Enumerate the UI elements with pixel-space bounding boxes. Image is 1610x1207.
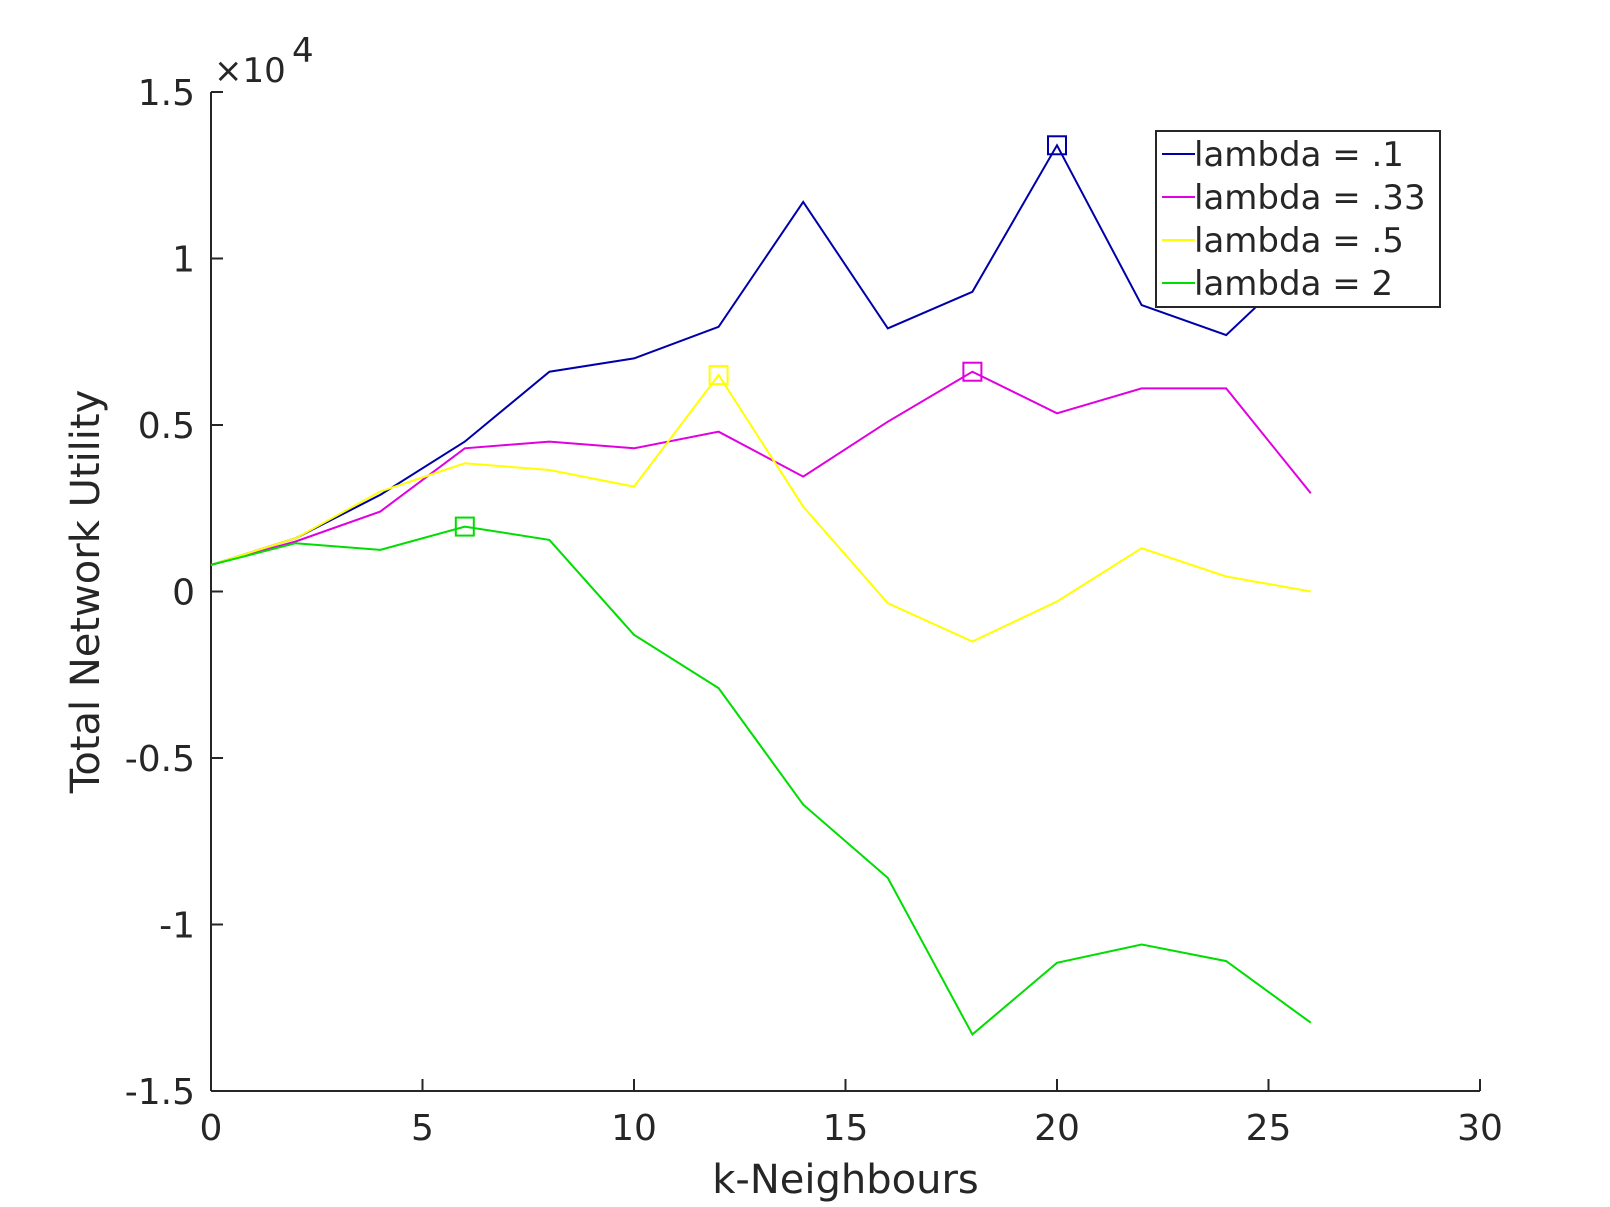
series-line-4 <box>210 525 1312 1036</box>
ticks: 0 5 10 15 20 25 30 1.5 1 0.5 0 -0.5 -1 -1.5 <box>125 73 1503 1149</box>
x-tick-label: 15 <box>823 1108 869 1149</box>
legend-label-2: lambda = .33 <box>1194 178 1426 218</box>
legend-label-1: lambda = .1 <box>1194 135 1404 175</box>
x-tick-label: 5 <box>411 1108 434 1149</box>
legend-label-3: lambda = .5 <box>1194 221 1404 261</box>
y-axis-label: Total Network Utility <box>63 390 109 795</box>
series-line-3 <box>210 373 1311 643</box>
legend-label-4: lambda = 2 <box>1194 264 1393 304</box>
y-tick-label: 0.5 <box>138 406 195 447</box>
y-axis-exponent-base: ×10 <box>214 51 286 91</box>
series-lines <box>210 135 1312 1036</box>
y-tick-label: 1 <box>172 240 195 281</box>
legend-box <box>1155 130 1441 308</box>
x-axis-label: k-Neighbours <box>712 1157 978 1203</box>
series-line-2 <box>210 370 1312 566</box>
series-3-max-marker <box>708 365 729 386</box>
y-tick-label: 0 <box>172 573 195 614</box>
x-tick-label: 25 <box>1246 1108 1292 1149</box>
series-line-1 <box>210 143 1312 566</box>
y-tick-label: -0.5 <box>125 739 195 780</box>
x-tick-label: 30 <box>1457 1108 1503 1149</box>
y-tick-label: -1.5 <box>125 1072 195 1113</box>
series-1-max-marker <box>1047 135 1067 156</box>
series-2-max-marker <box>962 361 983 382</box>
y-axis-exponent-power: 4 <box>292 31 314 71</box>
x-tick-label: 20 <box>1034 1108 1080 1149</box>
y-tick-label: 1.5 <box>138 73 195 114</box>
x-tick-label: 0 <box>200 1108 223 1149</box>
y-tick-label: -1 <box>159 906 195 947</box>
series-4-max-marker <box>454 516 475 537</box>
x-tick-label: 10 <box>611 1108 657 1149</box>
